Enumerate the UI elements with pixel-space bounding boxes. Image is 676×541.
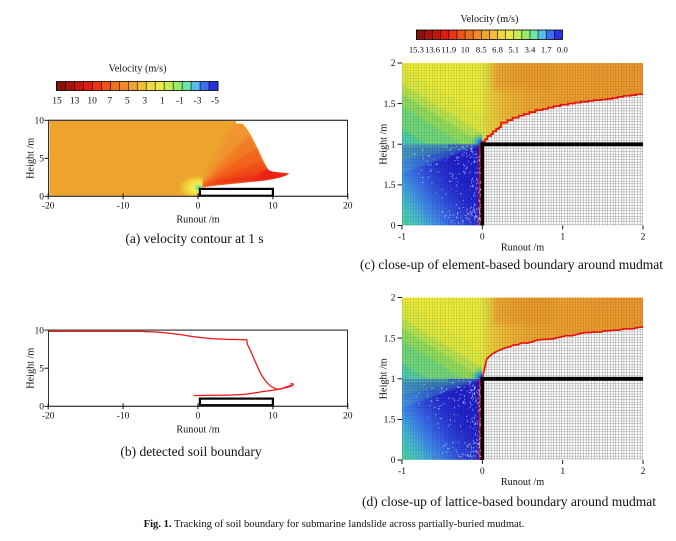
svg-text:2: 2 (641, 467, 646, 477)
svg-text:Velocity (m/s): Velocity (m/s) (109, 64, 167, 75)
svg-text:1: 1 (560, 233, 565, 243)
svg-text:20: 20 (343, 202, 353, 212)
svg-text:-10: -10 (117, 202, 130, 212)
svg-text:0: 0 (480, 233, 485, 243)
svg-text:1: 1 (391, 140, 396, 150)
svg-text:13: 13 (70, 97, 80, 107)
svg-text:-3: -3 (194, 97, 202, 107)
svg-text:1.5: 1.5 (384, 181, 396, 191)
svg-text:-20: -20 (42, 411, 55, 421)
svg-text:10: 10 (35, 117, 45, 127)
svg-text:(d) close-up of lattice-based: (d) close-up of lattice-based boundary a… (362, 494, 656, 509)
svg-text:10: 10 (461, 45, 470, 55)
svg-text:Height /m: Height /m (26, 138, 37, 179)
svg-text:1: 1 (391, 375, 396, 385)
svg-text:15.3: 15.3 (409, 45, 424, 55)
svg-text:Velocity (m/s): Velocity (m/s) (460, 14, 518, 25)
svg-text:3.4: 3.4 (525, 45, 536, 55)
svg-text:5: 5 (125, 97, 130, 107)
svg-text:(c) close-up of element-based: (c) close-up of element-based boundary a… (360, 257, 663, 272)
svg-text:2: 2 (391, 59, 396, 69)
svg-text:-20: -20 (42, 202, 55, 212)
svg-text:0.0: 0.0 (557, 45, 568, 55)
svg-text:1.5: 1.5 (384, 100, 396, 110)
svg-text:10: 10 (35, 326, 45, 336)
svg-text:-5: -5 (211, 97, 219, 107)
svg-text:Height /m: Height /m (379, 358, 390, 399)
svg-text:0: 0 (391, 456, 396, 466)
svg-text:0: 0 (391, 222, 396, 232)
svg-text:7: 7 (107, 97, 112, 107)
svg-text:0: 0 (480, 467, 485, 477)
svg-text:10: 10 (87, 97, 97, 107)
svg-text:0: 0 (196, 411, 201, 421)
svg-text:(b) detected soil boundary: (b) detected soil boundary (120, 444, 262, 459)
svg-text:Runout /m: Runout /m (176, 425, 219, 436)
svg-text:-1: -1 (176, 97, 184, 107)
svg-text:-1: -1 (398, 233, 406, 243)
svg-text:6.8: 6.8 (492, 45, 503, 55)
svg-text:0: 0 (196, 202, 201, 212)
svg-text:Runout /m: Runout /m (176, 215, 219, 226)
svg-text:0: 0 (39, 193, 44, 203)
svg-text:1.7: 1.7 (541, 45, 552, 55)
svg-text:10: 10 (268, 202, 278, 212)
svg-text:1: 1 (560, 467, 565, 477)
svg-text:Height /m: Height /m (26, 348, 37, 389)
svg-text:(a) velocity contour at 1 s: (a) velocity contour at 1 s (125, 231, 263, 246)
svg-text:Runout /m: Runout /m (501, 243, 544, 254)
svg-text:-1: -1 (398, 467, 406, 477)
svg-text:3: 3 (142, 97, 147, 107)
svg-text:Fig. 1. Tracking of soil bound: Fig. 1. Tracking of soil boundary for su… (144, 519, 525, 530)
svg-text:11.9: 11.9 (441, 45, 456, 55)
svg-text:Runout /m: Runout /m (501, 477, 544, 488)
svg-text:10: 10 (268, 411, 278, 421)
svg-text:1: 1 (160, 97, 165, 107)
svg-text:2: 2 (641, 233, 646, 243)
svg-text:-10: -10 (117, 411, 130, 421)
svg-text:Height /m: Height /m (379, 124, 390, 165)
svg-text:2: 2 (391, 294, 396, 304)
svg-text:5: 5 (39, 364, 44, 374)
svg-text:1.5: 1.5 (384, 416, 396, 426)
svg-text:8.5: 8.5 (476, 45, 487, 55)
svg-text:1.5: 1.5 (384, 334, 396, 344)
svg-text:5: 5 (39, 155, 44, 165)
svg-text:13.6: 13.6 (425, 45, 441, 55)
svg-text:20: 20 (343, 411, 353, 421)
svg-text:5.1: 5.1 (508, 45, 519, 55)
svg-text:0: 0 (39, 403, 44, 413)
svg-text:15: 15 (52, 97, 62, 107)
